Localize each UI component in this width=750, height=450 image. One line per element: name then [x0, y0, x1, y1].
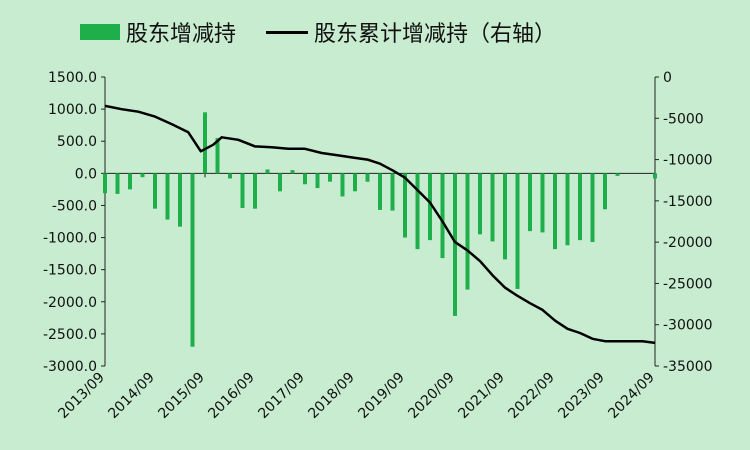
left-tick-label: -1500.0 — [43, 263, 97, 279]
x-tick-label: 2021/09 — [455, 370, 507, 422]
left-tick-label: 500.0 — [57, 134, 97, 150]
x-tick-label: 2018/09 — [305, 370, 357, 422]
bar — [278, 173, 282, 192]
bar — [240, 173, 245, 209]
bar — [140, 173, 145, 178]
bar — [615, 173, 620, 176]
bar — [415, 173, 420, 250]
bar — [178, 173, 182, 227]
right-tick-label: -20000 — [663, 235, 713, 251]
legend-line-label: 股东累计增减持（右轴） — [314, 22, 557, 47]
bar — [165, 173, 170, 220]
bar — [115, 173, 120, 194]
bar — [440, 173, 445, 259]
left-tick-label: 0.0 — [75, 166, 97, 182]
right-tick-label: -15000 — [663, 194, 713, 210]
bar — [553, 173, 557, 250]
right-tick-label: -30000 — [663, 318, 713, 334]
x-tick-label: 2019/09 — [355, 370, 407, 422]
x-tick-label: 2015/09 — [155, 370, 207, 422]
legend-item-bar: 股东增减持 — [80, 16, 236, 48]
bar — [303, 173, 307, 185]
bar — [590, 173, 595, 243]
left-tick-label: -3000.0 — [43, 359, 97, 375]
legend: 股东增减持 股东累计增减持（右轴） — [80, 16, 586, 48]
bar — [153, 173, 157, 209]
x-tick-label: 2020/09 — [405, 370, 457, 422]
x-tick-label: 2013/09 — [55, 370, 107, 422]
right-tick-label: -5000 — [663, 111, 704, 127]
bar — [540, 173, 545, 233]
bar — [528, 173, 532, 232]
bar — [203, 112, 207, 174]
bar — [228, 173, 232, 179]
left-tick-label: -2500.0 — [43, 327, 97, 343]
left-tick-label: -2000.0 — [43, 295, 97, 311]
legend-bar-label: 股东增减持 — [126, 22, 237, 47]
left-tick-label: -1000.0 — [43, 231, 97, 247]
line-swatch — [266, 30, 309, 34]
bar — [265, 169, 270, 174]
bar — [403, 173, 407, 238]
bar — [653, 173, 657, 179]
right-tick-label: 0 — [663, 70, 672, 86]
bar — [365, 173, 370, 182]
cumulative-line — [104, 104, 656, 345]
right-tick-label: -25000 — [663, 276, 713, 292]
bar — [128, 173, 132, 190]
x-tick-label: 2016/09 — [205, 370, 257, 422]
x-tick-label: 2017/09 — [255, 370, 307, 422]
bar — [603, 173, 607, 210]
right-tick-label: -10000 — [663, 153, 713, 169]
bar — [253, 173, 257, 209]
bar — [478, 173, 482, 235]
bar — [515, 173, 520, 289]
bar — [328, 173, 332, 182]
bar — [578, 173, 582, 241]
bar — [503, 173, 507, 260]
x-tick-label: 2022/09 — [505, 370, 557, 422]
bar — [453, 173, 457, 316]
bar — [390, 173, 395, 211]
bar — [490, 173, 495, 242]
bar — [190, 173, 195, 347]
bar — [103, 173, 107, 194]
bar — [290, 170, 295, 174]
bar — [465, 173, 470, 290]
legend-item-line: 股东累计增减持（右轴） — [266, 16, 556, 48]
bar — [353, 173, 357, 192]
x-tick-label: 2023/09 — [555, 370, 607, 422]
bar — [378, 173, 382, 210]
bar — [340, 173, 345, 197]
bar-swatch — [80, 24, 120, 40]
bar — [428, 173, 432, 241]
bar — [315, 173, 320, 189]
x-tick-label: 2014/09 — [105, 370, 157, 422]
x-tick-label: 2024/09 — [605, 370, 657, 422]
left-tick-label: 1000.0 — [48, 102, 97, 118]
left-tick-label: 1500.0 — [48, 70, 97, 86]
right-tick-label: -35000 — [663, 359, 713, 375]
left-tick-label: -500.0 — [52, 198, 97, 214]
bar — [215, 138, 220, 174]
bar — [565, 173, 570, 246]
